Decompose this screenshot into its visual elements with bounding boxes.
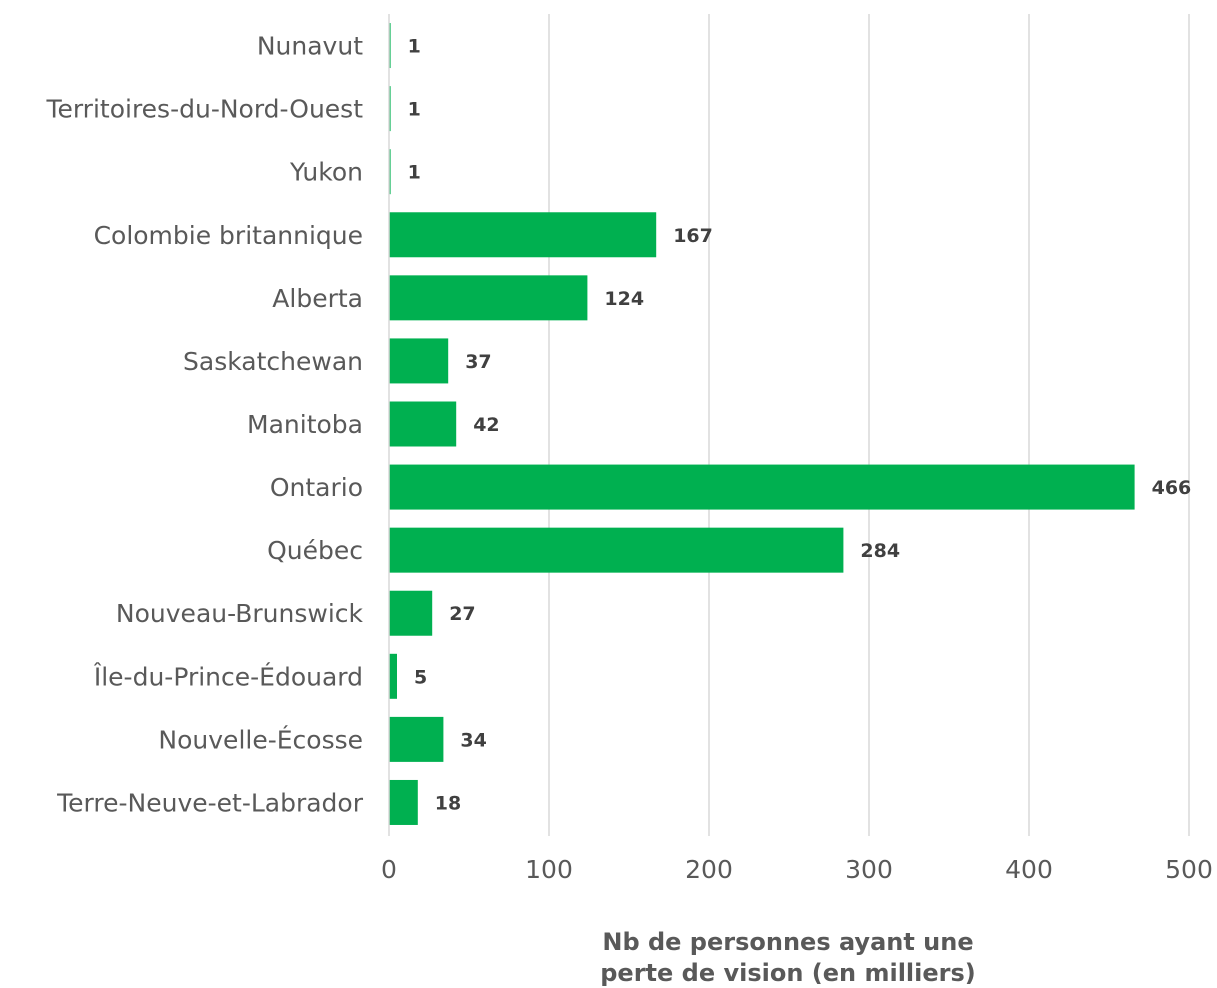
x-tick-label-300: 300 — [845, 855, 893, 884]
bar-yukon — [389, 149, 391, 195]
bar-saskatchewan — [389, 338, 449, 384]
bar-manitoba — [389, 401, 457, 447]
bar-ontario — [389, 464, 1135, 510]
category-label-ontario: Ontario — [270, 473, 363, 502]
bar-colombie-britannique — [389, 212, 657, 258]
data-label-manitoba: 42 — [473, 414, 499, 436]
x-axis-title-line-1: Nb de personnes ayant une — [602, 928, 973, 956]
bar-ile-du-prince-edouard — [389, 653, 397, 699]
bar-nouveau-brunswick — [389, 590, 433, 636]
x-tick-label-100: 100 — [525, 855, 573, 884]
x-axis-title-line-2: perte de vision (en milliers) — [600, 959, 976, 987]
data-label-ile-du-prince-edouard: 5 — [414, 666, 427, 688]
x-tick-label-500: 500 — [1165, 855, 1213, 884]
bar-series — [389, 23, 1135, 825]
bar-nunavut — [389, 23, 391, 69]
bar-quebec — [389, 527, 844, 573]
data-label-nunavut: 1 — [408, 36, 421, 58]
bar-nouvelle-ecosse — [389, 716, 444, 762]
category-label-quebec: Québec — [267, 536, 363, 565]
x-tick-labels: 0 100 200 300 400 500 — [381, 855, 1213, 884]
category-label-nouveau-brunswick: Nouveau-Brunswick — [116, 599, 364, 628]
data-label-nouveau-brunswick: 27 — [449, 603, 475, 625]
data-label-colombie-britannique: 167 — [673, 225, 713, 247]
category-label-yukon: Yukon — [289, 158, 363, 187]
category-label-terre-neuve-et-labrador: Terre-Neuve-et-Labrador — [56, 788, 364, 817]
category-label-ile-du-prince-edouard: Île-du-Prince-Édouard — [93, 662, 363, 691]
category-label-nouvelle-ecosse: Nouvelle-Écosse — [158, 725, 363, 754]
data-label-nouvelle-ecosse: 34 — [460, 729, 486, 751]
data-label-quebec: 284 — [860, 540, 900, 562]
data-label-saskatchewan: 37 — [465, 351, 491, 373]
x-tick-label-0: 0 — [381, 855, 397, 884]
x-tick-label-400: 400 — [1005, 855, 1053, 884]
category-label-colombie-britannique: Colombie britannique — [94, 221, 363, 250]
data-labels: 1 1 1 167 124 37 42 466 284 27 5 34 18 — [408, 36, 1192, 815]
category-labels: Nunavut Territoires-du-Nord-Ouest Yukon Col… — [45, 32, 363, 818]
bar-alberta — [389, 275, 588, 321]
category-label-territoires-du-nord-ouest: Territoires-du-Nord-Ouest — [45, 95, 363, 124]
data-label-alberta: 124 — [604, 288, 644, 310]
data-label-yukon: 1 — [408, 162, 421, 184]
bar-terre-neuve-et-labrador — [389, 779, 418, 825]
category-label-saskatchewan: Saskatchewan — [183, 347, 363, 376]
bar-territoires-du-nord-ouest — [389, 86, 391, 132]
category-label-nunavut: Nunavut — [257, 32, 363, 61]
data-label-ontario: 466 — [1152, 477, 1192, 499]
data-label-territoires-du-nord-ouest: 1 — [408, 99, 421, 121]
category-label-alberta: Alberta — [272, 284, 363, 313]
data-label-terre-neuve-et-labrador: 18 — [435, 792, 461, 814]
category-label-manitoba: Manitoba — [247, 410, 363, 439]
grid-lines — [548, 14, 1190, 836]
x-tick-label-200: 200 — [685, 855, 733, 884]
